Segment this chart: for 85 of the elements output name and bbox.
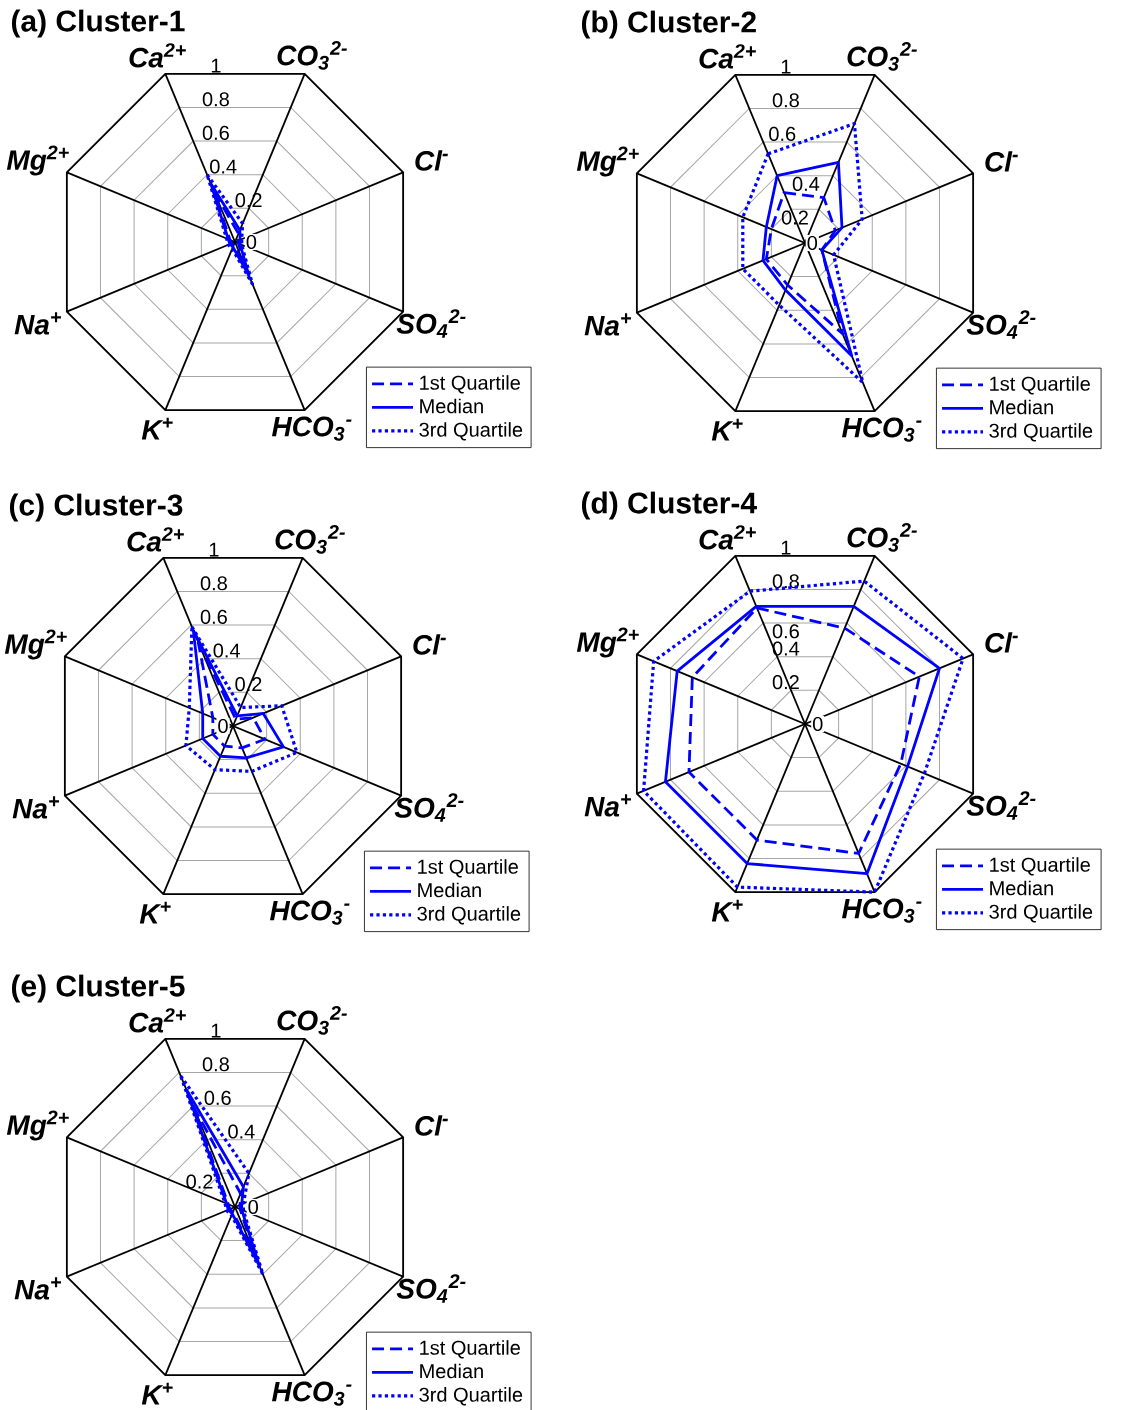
spoke-label: Ca$^{2+}$	[129, 1008, 186, 1033]
legend-label: Median	[420, 398, 483, 414]
spoke-label: Mg$^{2+}$	[576, 146, 639, 177]
spoke-label: HCO$_{3}$-	[271, 1381, 352, 1406]
chart-title: (b) Cluster-2	[581, 10, 756, 39]
y-tick-label: 0.4	[792, 176, 820, 191]
spoke-label: Ca$^{2+}$	[699, 525, 756, 550]
spoke-label: Na$^{+}$	[12, 796, 59, 819]
legend-label: 1st Quartile	[420, 1340, 520, 1359]
chart-title: (a) Cluster-1	[11, 9, 185, 38]
spoke-label: Cl$^{-}$	[415, 1115, 448, 1136]
legend-label: 1st Quartile	[990, 376, 1090, 395]
legend-label: Median	[990, 399, 1053, 415]
spoke-label: K$^{+}$	[711, 418, 743, 441]
spoke-label: Cl$^{-}$	[985, 632, 1018, 653]
y-tick-label: 0.6	[772, 624, 799, 639]
spoke-label: SO$_{4}$2-	[966, 310, 1036, 339]
legend-label: 1st Quartile	[418, 859, 518, 878]
y-tick-label: 0.8	[772, 93, 799, 108]
legend-label: 3rd Quartile	[989, 423, 1093, 442]
spoke-label: Na$^{+}$	[584, 794, 631, 817]
spoke-label: Mg$^{2+}$	[576, 627, 639, 658]
y-tick-label: 1	[209, 542, 219, 557]
chart-title: (d) Cluster-4	[581, 491, 757, 520]
spoke-label: K$^{+}$	[139, 901, 171, 924]
y-tick-label: 0	[246, 234, 257, 250]
legend-label: Median	[420, 1363, 483, 1379]
y-tick-label: 0.8	[772, 574, 799, 589]
spoke-label: K$^{+}$	[141, 1382, 173, 1405]
legend-label: 1st Quartile	[990, 857, 1090, 876]
y-tick-label: 0.4	[210, 159, 237, 174]
spoke-label: Mg$^{2+}$	[4, 629, 67, 660]
legend-label: 3rd Quartile	[417, 906, 521, 925]
spoke-label: Mg$^{2+}$	[6, 145, 69, 176]
spoke-label: HCO$_{3}$-	[841, 898, 922, 923]
y-tick-label: 1	[211, 1023, 221, 1038]
spoke-label: SO$_{4}$2-	[396, 1274, 466, 1303]
y-tick-label: 0	[218, 718, 228, 734]
chart-title: (e) Cluster-5	[11, 974, 185, 1003]
spoke-label: SO$_{4}$2-	[966, 791, 1036, 820]
spoke-label: HCO$_{3}$-	[269, 900, 350, 925]
spoke-label: Mg$^{2+}$	[6, 1110, 69, 1141]
y-tick-label: 0.6	[200, 609, 227, 624]
y-tick-label: 0.6	[769, 126, 796, 141]
spoke-label: K$^{+}$	[141, 417, 173, 440]
spoke-label: Ca$^{2+}$	[129, 43, 186, 68]
spoke-label: Na$^{+}$	[584, 313, 631, 336]
y-tick-label: 0.8	[200, 576, 227, 591]
spoke-label: CO$_{3}$2-	[277, 1006, 347, 1035]
y-tick-label: 1	[781, 540, 791, 555]
spoke-label: HCO$_{3}$-	[841, 417, 922, 442]
spoke-label: CO$_{3}$2-	[847, 42, 917, 71]
y-tick-label: 0.8	[202, 1057, 229, 1072]
spoke-label: Na$^{+}$	[14, 1277, 61, 1300]
spoke-label: Ca$^{2+}$	[699, 44, 756, 69]
y-tick-label: 0	[248, 1199, 258, 1215]
spoke-label: CO$_{3}$2-	[277, 41, 347, 70]
legend-label: 3rd Quartile	[419, 1387, 523, 1406]
spoke-label: Cl$^{-}$	[985, 151, 1018, 172]
y-tick-label: 0.4	[213, 643, 240, 658]
y-tick-label: 0.4	[228, 1124, 255, 1139]
spoke-label: HCO$_{3}$-	[271, 416, 352, 441]
y-tick-label: 0.2	[186, 1174, 213, 1189]
chart-title: (c) Cluster-3	[9, 493, 183, 522]
spoke-label: Cl$^{-}$	[413, 634, 446, 655]
y-tick-label: 0.6	[202, 125, 229, 140]
spoke-label: Na$^{+}$	[14, 312, 61, 335]
spoke-label: SO$_{4}$2-	[394, 793, 464, 822]
legend-label: 3rd Quartile	[419, 422, 523, 441]
y-tick-label: 0.8	[202, 92, 229, 107]
legend-label: Median	[418, 882, 481, 898]
spoke-label: K$^{+}$	[711, 899, 743, 922]
spoke-label: Ca$^{2+}$	[127, 527, 184, 552]
legend-label: Median	[990, 880, 1053, 896]
spoke-label: SO$_{4}$2-	[396, 309, 466, 338]
y-tick-label: 0	[812, 716, 823, 732]
legend-label: 1st Quartile	[420, 375, 520, 394]
spoke-label: CO$_{3}$2-	[847, 523, 917, 552]
y-tick-label: 1	[781, 59, 791, 74]
spoke-label: CO$_{3}$2-	[275, 525, 345, 554]
y-tick-label: 0.6	[204, 1090, 231, 1105]
y-tick-label: 1	[211, 58, 221, 73]
spoke-label: Cl$^{-}$	[415, 150, 448, 171]
y-tick-label: 0	[807, 235, 818, 251]
legend-label: 3rd Quartile	[989, 904, 1093, 923]
